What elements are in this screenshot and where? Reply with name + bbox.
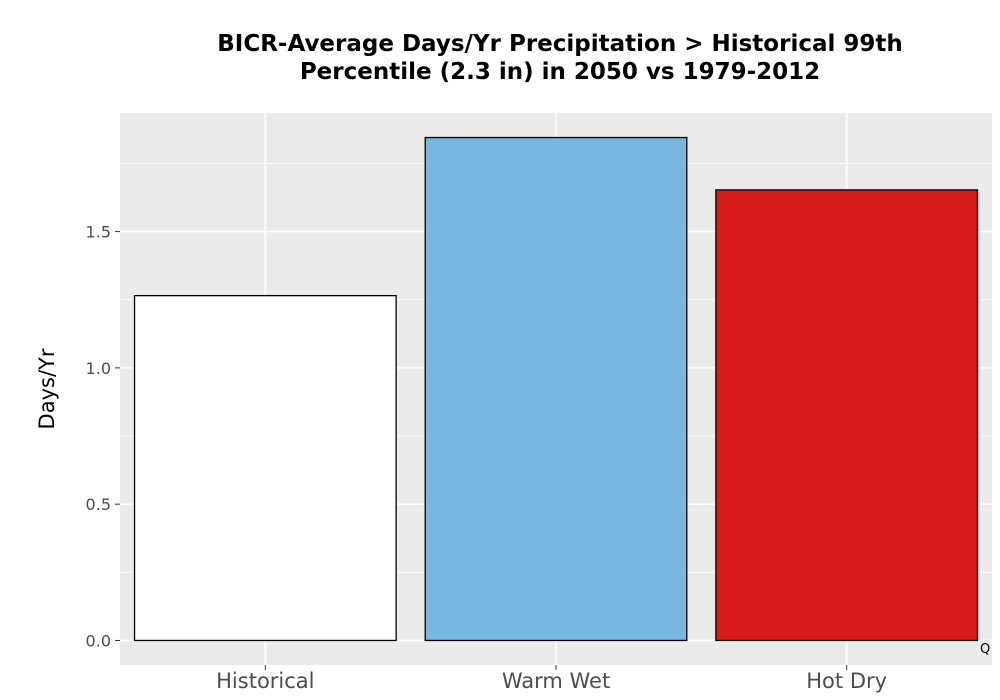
y-axis-title: Days/Yr	[35, 348, 59, 429]
chart-title: BICR-Average Days/Yr Precipitation > His…	[120, 30, 1000, 86]
x-axis: Historical Warm Wet Hot Dry	[216, 665, 887, 693]
bar-hot-dry	[715, 189, 979, 642]
chart-title-line-1: BICR-Average Days/Yr Precipitation > His…	[217, 31, 903, 57]
y-tick-label: 0.5	[86, 495, 111, 514]
x-tick-label: Warm Wet	[502, 669, 610, 693]
y-axis: 0.0 0.5 1.0 1.5	[86, 223, 120, 650]
x-tick-label: Historical	[216, 669, 314, 693]
x-tick-label: Hot Dry	[806, 669, 887, 693]
corner-mark: Q	[980, 642, 990, 657]
y-tick-label: 1.0	[86, 359, 111, 378]
bars	[133, 136, 979, 642]
y-tick-label: 1.5	[86, 223, 111, 242]
chart-title-line-2: Percentile (2.3 in) in 2050 vs 1979-2012	[299, 59, 821, 85]
bar-historical	[133, 294, 397, 642]
y-tick-label: 0.0	[86, 631, 111, 650]
bar-warm-wet	[424, 136, 688, 642]
